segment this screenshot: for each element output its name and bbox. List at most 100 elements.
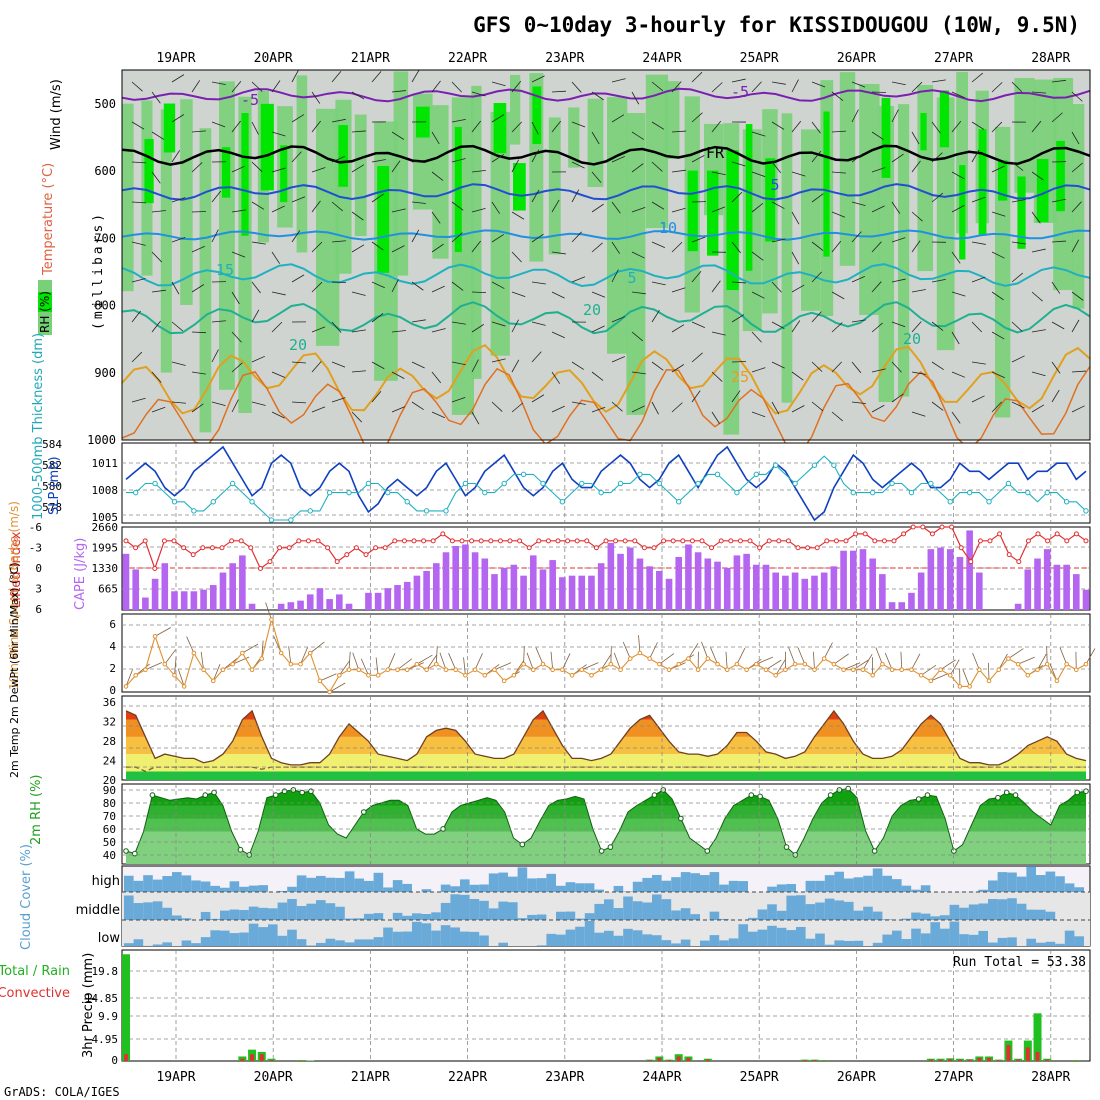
cloud-bar-high [421,889,432,892]
cloud-bar-middle [757,909,768,920]
cape-bar [190,591,198,610]
wind-speed-point [579,667,585,673]
wind-barb [611,241,621,254]
lifted-index-point [1054,531,1060,537]
lifted-index-point [718,538,724,544]
cape-bar [549,560,556,610]
wind-barb [991,121,1003,133]
thickness-point [753,471,760,478]
rh-tick: 70 [103,810,116,823]
wind-barb [991,291,1004,301]
wind-barb [691,352,703,363]
cloud-bar-high [652,874,662,892]
cloud-bar-low [642,934,652,946]
wind-barb [931,79,946,83]
upper-ylabel-p: (millibars) [91,211,106,330]
wind-barb [131,278,146,283]
cloud-bar-middle [661,899,672,920]
lifted-index-point [785,538,791,544]
wind-barb [771,161,782,174]
wind-speed-point [676,661,682,667]
lifted-index-point [949,524,955,530]
wind-barb [591,242,603,253]
rh-band [219,81,235,390]
day-label-bottom: 23APR [545,1070,584,1085]
cloud-bar-middle [460,894,470,920]
cloud-bar-low [680,939,691,946]
wind-tick: 0 [109,684,116,697]
cloud-bar-high [997,872,1008,892]
wind-barb [871,241,882,253]
cape-bar [908,592,915,610]
cloud-bar-high [719,884,729,892]
precip-convective-bar [1025,1047,1030,1061]
lifted-index-point [670,538,676,544]
wind-speed-point [501,678,507,684]
wind-barb [411,401,424,411]
wind-barb [171,114,185,123]
rh-point [211,789,217,796]
wind-barb [331,201,343,212]
cloud-bar-low [776,927,787,946]
thickness-point [947,499,953,505]
wind-barb [531,321,546,326]
wind-barb-10m [329,682,346,693]
wind-barb [551,120,562,133]
wind-barb-10m [610,646,612,665]
lifted-index-point [209,545,215,551]
thickness-point [210,499,216,505]
wind-barb [471,120,482,133]
wind-barb [871,404,885,413]
wind-barb [931,401,944,411]
wind-speed-point [657,661,662,667]
wind-barb [451,201,464,211]
cloud-bar-high [834,871,844,892]
rh-point [1083,788,1089,795]
wind-speed-point [395,667,400,673]
cape-bar [772,572,779,610]
upper-ylabel-rh: RH (%) [38,291,52,333]
wind-speed-point [889,667,895,673]
wind-barb [351,329,366,333]
lifted-index-point [325,545,331,551]
wind-barb [911,81,923,93]
wind-speed-point [870,672,875,678]
wind-barb [191,130,206,133]
cloud-bar-middle [469,898,480,920]
wind-barb [1031,91,1046,94]
wind-barb [151,251,163,263]
thickness-point [811,462,818,468]
thickness-point [676,499,682,505]
rh-band-high [144,138,154,204]
precip-convective-bar [967,1059,972,1061]
thickness-point [1005,480,1012,487]
wind-barb [1071,370,1086,373]
wind-barb [171,74,185,83]
cloud-bar-low [575,926,585,946]
cape-bar [229,563,236,610]
wind-barb [811,81,826,88]
precip-convective-bar [1006,1045,1011,1061]
precip-convective-bar [686,1057,691,1061]
cape-bar [122,553,130,610]
contour-10 [121,229,1091,241]
wind-barb [391,279,399,293]
cloud-bar-middle [920,913,931,920]
cloud-bar-low [652,935,662,946]
rh-band [936,97,955,351]
wind-barb-10m [375,657,379,676]
wind-speed-point [608,661,614,667]
wind-barb [671,207,686,213]
thickness-point [307,508,313,514]
cloud-bar-high [988,880,998,892]
wind-barb [311,200,321,213]
cloud-bar-low [901,938,912,946]
wind-barb [471,359,479,373]
wind-barb [351,130,366,133]
wind-barb [731,314,745,323]
cloud-bar-middle [680,908,691,920]
wind-barb [231,362,243,373]
cloud-bar-high [786,884,796,892]
wind-barb [991,82,1003,93]
wind-barb-10m [962,669,971,687]
